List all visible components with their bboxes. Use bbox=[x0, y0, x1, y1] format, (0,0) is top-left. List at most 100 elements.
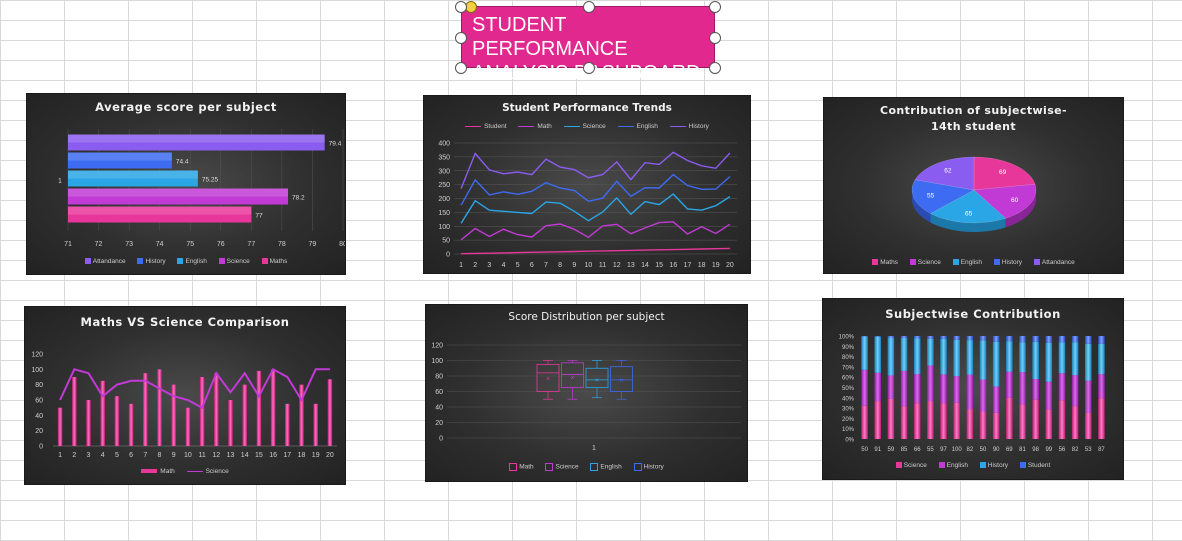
legend-swatch bbox=[177, 258, 184, 265]
bar-segment bbox=[861, 336, 868, 337]
bar-segment bbox=[940, 374, 947, 404]
x-tick-label: 6 bbox=[129, 452, 133, 459]
bar-segment bbox=[1084, 343, 1092, 381]
resize-handle-left[interactable] bbox=[455, 32, 467, 44]
legend-swatch bbox=[909, 259, 916, 266]
x-tick-label: 100 bbox=[952, 447, 963, 453]
legend-label: Student bbox=[1027, 462, 1051, 469]
x-tick-label: 9 bbox=[172, 452, 176, 459]
x-tick-label: 17 bbox=[283, 452, 291, 459]
x-tick-label: 16 bbox=[669, 262, 677, 269]
resize-handle-bottom-left[interactable] bbox=[455, 62, 467, 74]
resize-handle-right[interactable] bbox=[709, 32, 721, 44]
x-tick-label: 18 bbox=[298, 452, 306, 459]
x-tick-label: 17 bbox=[684, 262, 692, 269]
bar bbox=[100, 380, 105, 446]
chart-score-distribution[interactable]: Score Distribution per subject 0 20 40 60 80… bbox=[425, 304, 748, 482]
resize-handle-top[interactable] bbox=[583, 1, 595, 13]
chart-title: Score Distribution per subject bbox=[508, 311, 665, 323]
bar-segment bbox=[1045, 342, 1053, 382]
legend-label: English bbox=[636, 123, 658, 130]
legend-label: English bbox=[185, 258, 207, 265]
legend-label: Math bbox=[519, 463, 534, 471]
legend-label: History bbox=[987, 462, 1009, 469]
data-label: 60 bbox=[1011, 197, 1019, 204]
bar-segment bbox=[953, 376, 960, 403]
chart-maths-vs-science[interactable]: Maths VS Science Comparison 0 20 40 60 80 100… bbox=[24, 306, 346, 485]
y-tick-label: 10% bbox=[842, 427, 855, 433]
chart-average-score[interactable]: Average score per subject 71 72 73 74 75 76 77… bbox=[26, 93, 346, 275]
bar-segment bbox=[1045, 381, 1053, 410]
series-line bbox=[461, 247, 730, 255]
x-tick-label: 53 bbox=[1085, 447, 1092, 453]
pie-slice bbox=[911, 179, 975, 214]
resize-handle-top-left[interactable] bbox=[455, 1, 467, 13]
x-tick-label: 59 bbox=[888, 447, 895, 453]
bar-segment bbox=[1006, 341, 1013, 372]
bar-segment bbox=[979, 411, 987, 439]
y-tick-label: 80% bbox=[842, 355, 855, 361]
resize-handle-bottom[interactable] bbox=[583, 62, 595, 74]
legend-label: History bbox=[688, 123, 709, 130]
x-tick-label: 91 bbox=[874, 447, 881, 453]
legend-label: Attandance bbox=[92, 258, 126, 265]
bar bbox=[68, 170, 198, 187]
dashboard-title[interactable]: STUDENT PERFORMANCE ANALYSIS DASHBOARD bbox=[461, 6, 715, 84]
contribution-pie: 69 60 65 55 62 bbox=[911, 156, 1037, 232]
bar-segment bbox=[900, 338, 908, 371]
legend-swatch bbox=[617, 125, 634, 127]
chart-subjectwise-contribution[interactable]: Subjectwise Contribution 0% 10% 20% 30% 40% 5… bbox=[822, 298, 1124, 480]
bar-segment bbox=[874, 336, 882, 373]
chart-title-line2: 14th student bbox=[930, 120, 1017, 133]
bar-segment bbox=[992, 386, 1000, 413]
y-tick-label: 60% bbox=[842, 376, 855, 382]
chart-legend: Math Science English History bbox=[426, 463, 747, 471]
data-label: 78.2 bbox=[292, 195, 305, 202]
bar bbox=[86, 400, 91, 446]
box-mean-marker: × bbox=[595, 377, 599, 384]
legend-swatch bbox=[465, 125, 482, 127]
bar-segment bbox=[861, 336, 868, 370]
bar-segment bbox=[887, 398, 895, 439]
box bbox=[561, 362, 584, 389]
bar bbox=[157, 369, 162, 446]
series-line bbox=[460, 173, 731, 206]
x-tick-label: 2 bbox=[473, 262, 477, 269]
x-tick-label: 15 bbox=[255, 452, 263, 459]
legend-swatch bbox=[979, 462, 986, 469]
chart-performance-trends[interactable]: Student Performance Trends Student Math … bbox=[423, 95, 751, 274]
y-tick-label: 90% bbox=[842, 345, 855, 351]
legend-swatch bbox=[509, 463, 518, 471]
box-mean-marker: × bbox=[546, 376, 550, 383]
legend-label: English bbox=[600, 463, 622, 471]
chart-contribution-14th[interactable]: Contribution of subjectwise- 14th studen… bbox=[823, 97, 1124, 274]
bar-segment bbox=[1032, 379, 1039, 400]
bar bbox=[68, 206, 252, 223]
bar bbox=[228, 400, 233, 446]
chart-legend: Maths Science English History Attandance bbox=[824, 259, 1123, 266]
x-tick-label: 9 bbox=[572, 262, 576, 269]
legend-swatch bbox=[84, 258, 91, 265]
y-tick-label: 100 bbox=[31, 367, 43, 374]
bar-segment bbox=[1098, 374, 1105, 399]
bar-segment bbox=[953, 336, 960, 340]
bar-segment bbox=[1084, 380, 1092, 414]
bar-segment bbox=[900, 336, 908, 339]
pie-slice bbox=[973, 183, 1037, 219]
y-tick-label: 100 bbox=[431, 358, 443, 365]
pie-slice bbox=[914, 156, 975, 191]
legend-swatch bbox=[633, 463, 642, 471]
bar-segment bbox=[1045, 336, 1053, 343]
bar-highlight bbox=[68, 152, 172, 161]
bar-segment bbox=[874, 372, 882, 402]
x-tick-label: 76 bbox=[217, 241, 225, 248]
pie-slice-side bbox=[930, 213, 1006, 232]
bar-segment bbox=[1071, 342, 1079, 376]
chart-title: Maths VS Science Comparison bbox=[80, 315, 290, 329]
bar-segment bbox=[992, 412, 1000, 439]
resize-handle-bottom-right[interactable] bbox=[709, 62, 721, 74]
chart-title-line1: Contribution of subjectwise- bbox=[879, 104, 1067, 117]
chart-legend: Student Math Science English History bbox=[424, 123, 750, 130]
resize-handle-top-right[interactable] bbox=[709, 1, 721, 13]
data-label: 55 bbox=[927, 193, 935, 200]
